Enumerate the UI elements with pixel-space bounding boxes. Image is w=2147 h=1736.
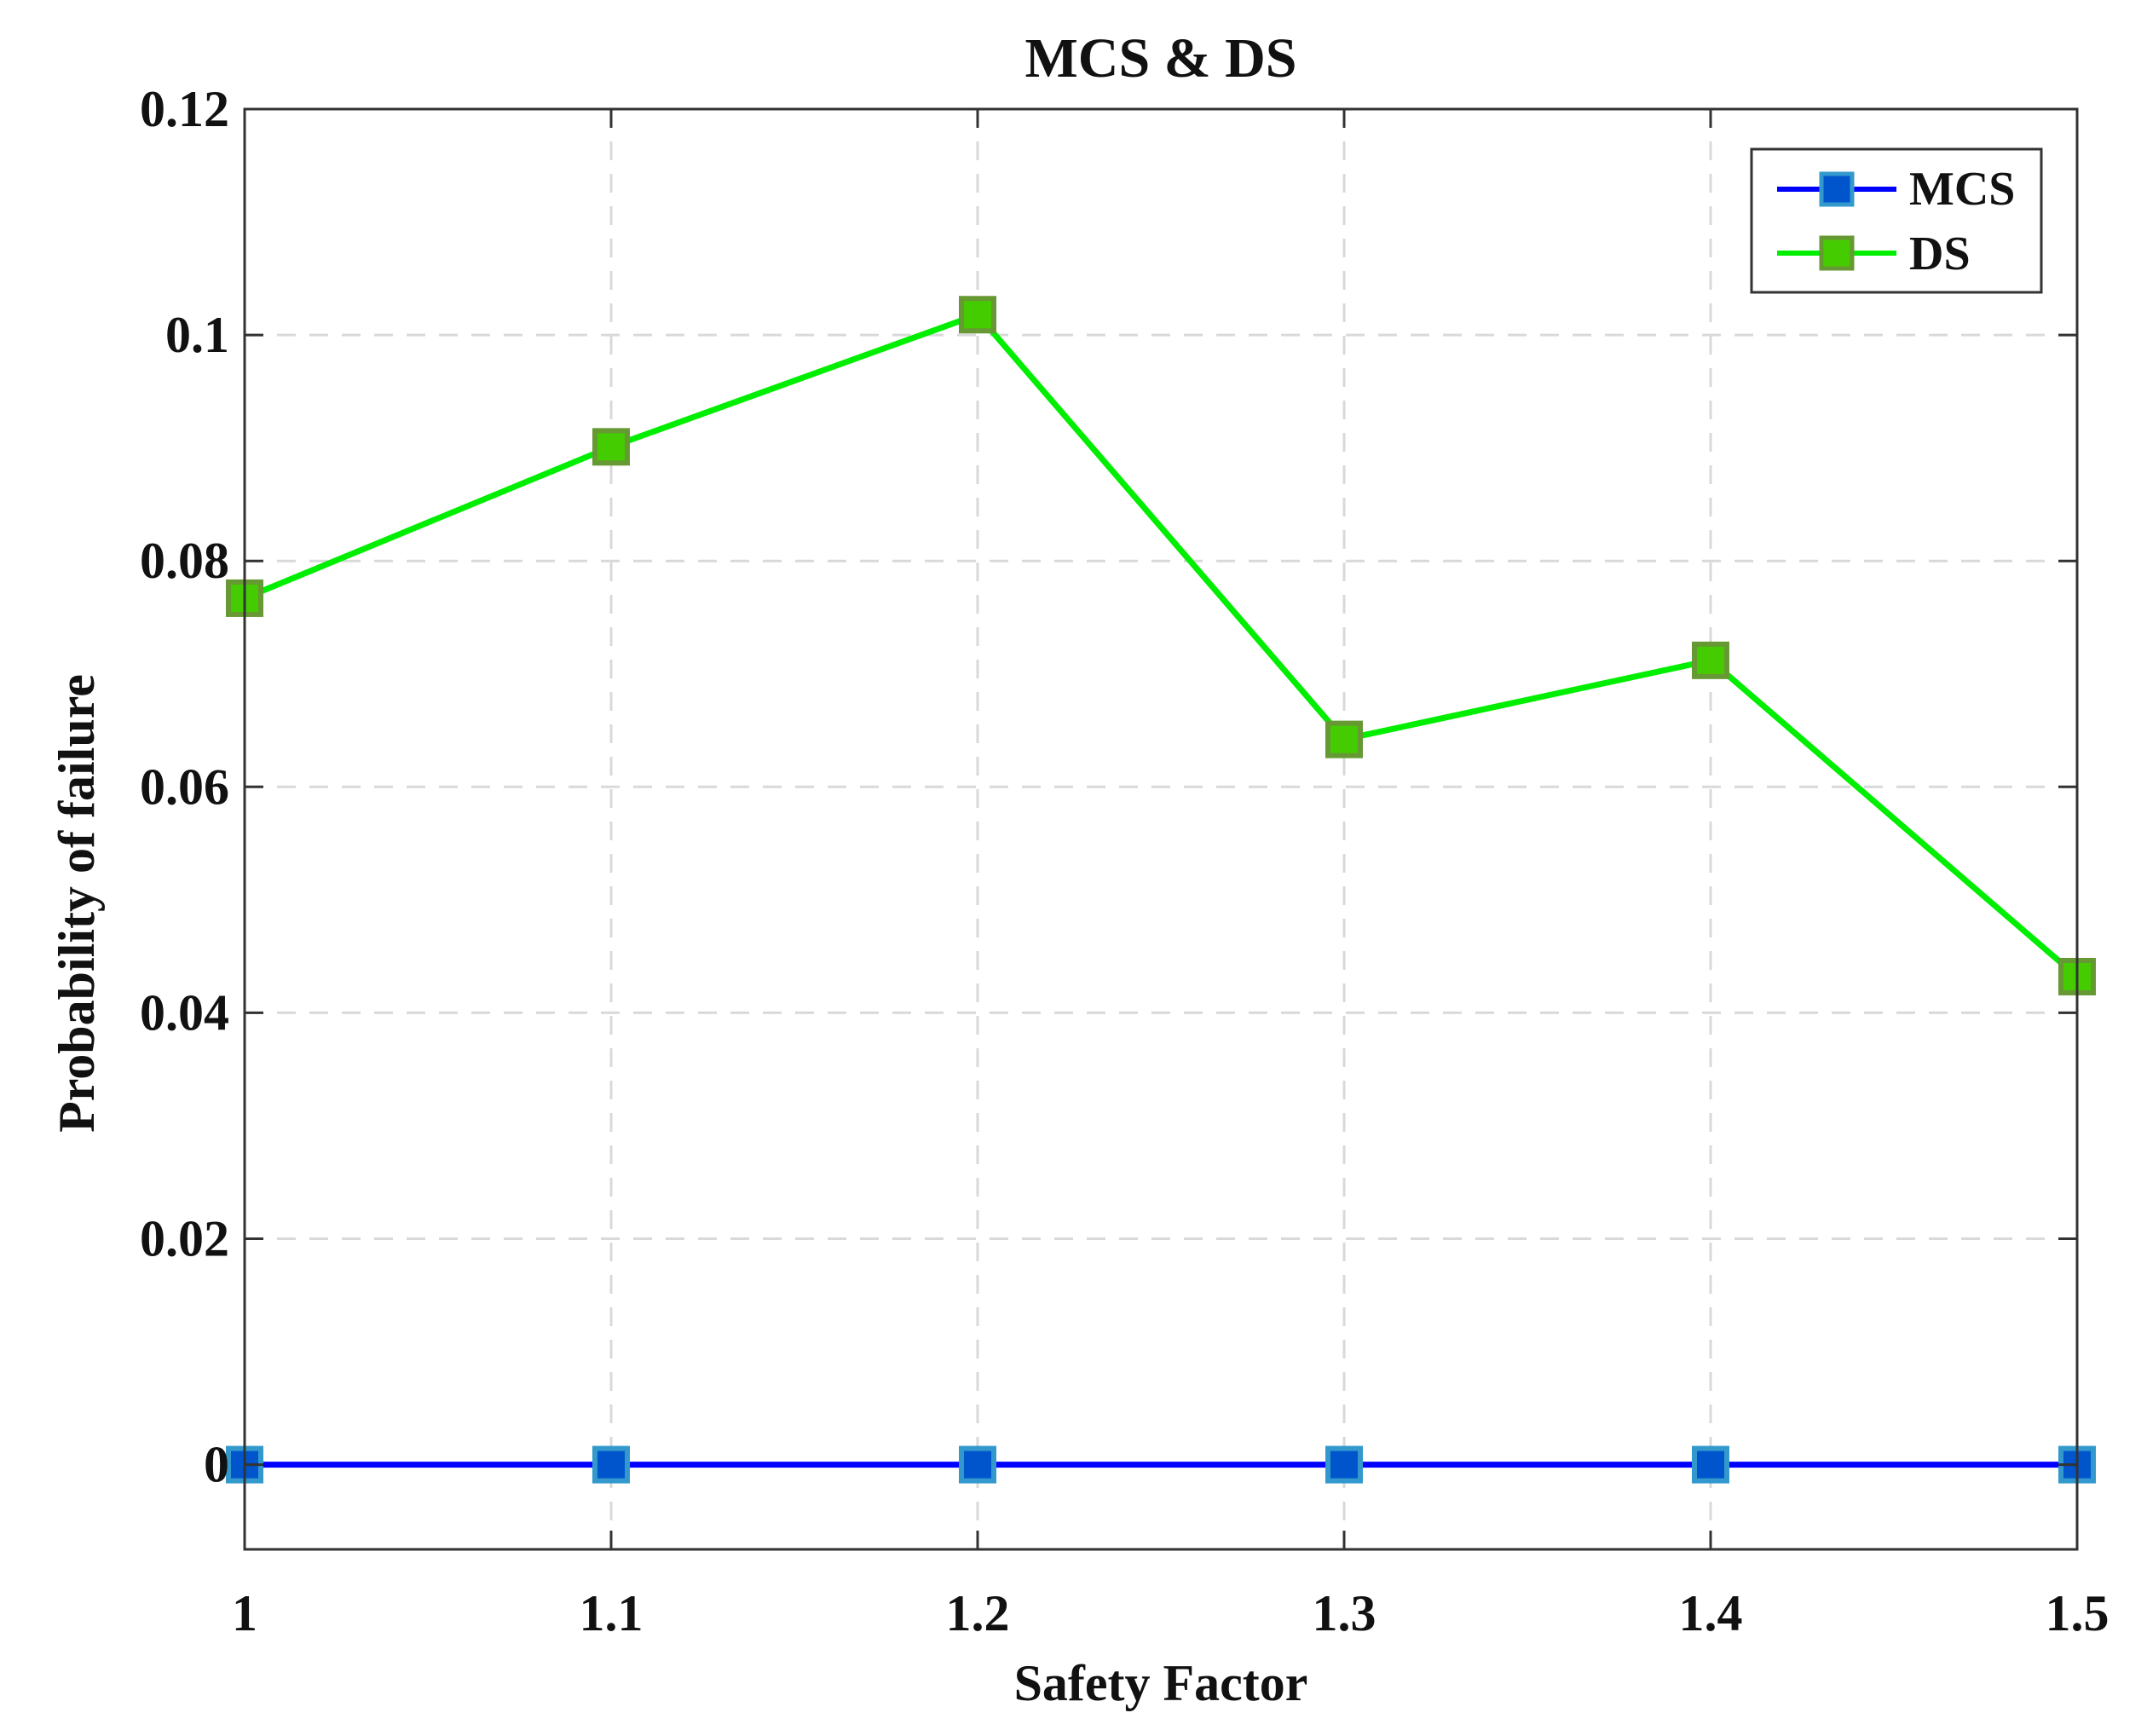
y-axis-label: Probability of failure — [49, 674, 105, 1133]
y-tick-label: 0.02 — [140, 1210, 229, 1266]
y-tick-label: 0 — [204, 1437, 229, 1493]
plot-background — [245, 109, 2077, 1549]
ticks: 1 1.1 1.2 1.3 1.4 1.5 0 0.02 0.04 0.06 0.08 0.1 0.12 — [140, 81, 2109, 1641]
y-tick-label: 0.08 — [140, 533, 229, 589]
legend-box — [1750, 147, 2043, 294]
y-tick-label: 0.12 — [140, 81, 229, 137]
plot-frame — [243, 107, 2079, 1551]
data-point-mcs — [592, 1445, 630, 1484]
chart-title: MCS & DS — [1024, 27, 1296, 89]
legend-label-ds: DS — [1909, 228, 1971, 280]
x-tick-label: 1 — [232, 1585, 257, 1641]
data-point-ds — [1692, 641, 1729, 679]
data-point-ds — [592, 428, 630, 466]
data-point-ds — [959, 296, 996, 334]
legend-marker-ds — [1819, 235, 1855, 271]
x-tick-label: 1.4 — [1679, 1585, 1743, 1641]
data-point-ds — [1325, 720, 1363, 758]
legend-marker-mcs — [1819, 171, 1855, 207]
data-point-mcs — [1325, 1445, 1363, 1484]
x-tick-label: 1.3 — [1313, 1585, 1377, 1641]
x-tick-label: 1.2 — [946, 1585, 1010, 1641]
data-point-mcs — [1692, 1445, 1729, 1484]
x-axis-label: Safety Factor — [1014, 1655, 1308, 1711]
y-tick-label: 0.06 — [140, 758, 229, 815]
y-tick-label: 0.1 — [165, 307, 229, 363]
y-tick-label: 0.04 — [140, 984, 229, 1041]
x-tick-label: 1.1 — [580, 1585, 644, 1641]
series-line-ds — [243, 311, 2080, 979]
legend-label-mcs: MCS — [1909, 163, 2015, 216]
legend: MCS DS — [1750, 147, 2043, 294]
x-tick-label: 1.5 — [2046, 1585, 2109, 1641]
data-point-mcs — [959, 1445, 996, 1484]
